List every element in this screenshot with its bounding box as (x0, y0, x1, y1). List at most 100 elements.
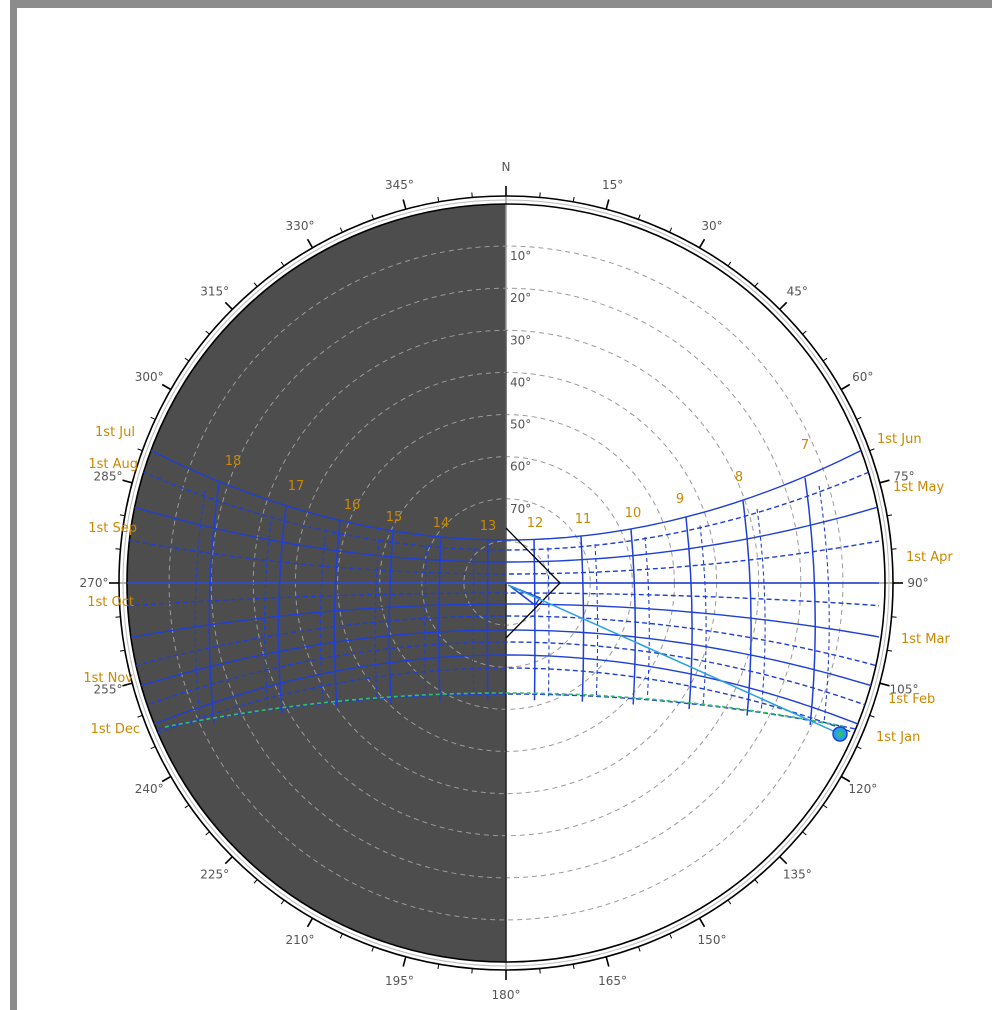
azimuth-tick (122, 479, 133, 484)
azimuth-tick (669, 227, 673, 233)
half-hour-line (699, 525, 707, 706)
month-label: 1st Jul (95, 425, 135, 440)
hour-label: 13 (480, 519, 497, 534)
month-label: 1st Nov (83, 671, 133, 686)
hour-label: 18 (225, 454, 242, 469)
half-hour-line (374, 539, 380, 700)
hour-line (208, 482, 220, 723)
azimuth-label: 225° (200, 867, 229, 881)
date-line (127, 693, 880, 736)
azimuth-tick (224, 301, 233, 310)
month-label: 1st Feb (888, 692, 935, 707)
azimuth-tick (698, 917, 706, 928)
azimuth-tick (280, 899, 285, 905)
azimuth-tick (879, 479, 890, 484)
hour-label: 8 (735, 470, 743, 485)
half-hour-line (594, 544, 599, 698)
azimuth-tick (253, 282, 258, 287)
hour-label: 14 (433, 516, 450, 531)
azimuth-tick (779, 301, 788, 310)
azimuth-tick (891, 616, 897, 618)
altitude-labels: 10° 20° 30° 40° 50° 60° 70° (510, 249, 531, 516)
hour-line (388, 531, 394, 704)
azimuth-tick (754, 879, 759, 884)
azimuth-tick (205, 831, 210, 836)
azimuth-label: 330° (286, 219, 315, 233)
half-hour-line (472, 547, 475, 697)
hour-line (277, 506, 287, 714)
azimuth-tick (572, 964, 575, 970)
azimuth-tick (402, 956, 407, 967)
azimuth-label: 210° (286, 933, 315, 947)
window-left-border (10, 0, 17, 1010)
altitude-label: 50° (510, 418, 531, 432)
azimuth-label: 345° (385, 178, 414, 192)
azimuth-tick (539, 968, 541, 974)
azimuth-tick (840, 383, 851, 391)
date-line (127, 629, 880, 691)
azimuth-tick (471, 192, 473, 198)
sun-position-marker (832, 726, 848, 742)
azimuth-label: 300° (135, 370, 164, 384)
azimuth-tick (137, 448, 143, 452)
month-label: 1st Sep (88, 521, 137, 536)
azimuth-label: 75° (893, 469, 914, 483)
date-line (127, 603, 880, 639)
half-hour-line (263, 514, 273, 710)
azimuth-ticks (109, 186, 903, 980)
hour-label: 11 (575, 512, 592, 527)
azimuth-label: 120° (848, 782, 877, 796)
window-top-border (0, 0, 992, 8)
azimuth-tick (840, 775, 851, 783)
hour-line (486, 539, 489, 701)
date-line (127, 504, 880, 563)
azimuth-label: 30° (701, 219, 722, 233)
date-line (127, 464, 880, 551)
azimuth-tick (224, 856, 233, 865)
azimuth-tick (637, 214, 641, 220)
month-labels: 1st Jun 1st May 1st Apr 1st Mar 1st Feb 1st J… (83, 425, 953, 745)
orientation-marker (505, 527, 841, 735)
azimuth-tick (339, 227, 343, 233)
azimuth-tick (371, 946, 375, 952)
azimuth-tick (161, 383, 172, 391)
half-hour-line (644, 537, 650, 701)
date-line (127, 592, 880, 607)
azimuth-labels: 15° 30° 45° 60° 75° 90° 105° 120° 135° 150° 165° 18… (80, 178, 929, 1002)
winter-solstice-curve (164, 692, 846, 728)
azimuth-label: 315° (200, 285, 229, 299)
azimuth-tick (306, 238, 314, 249)
azimuth-tick (161, 775, 172, 783)
azimuth-tick (887, 514, 893, 517)
hour-line (685, 517, 693, 710)
hour-label: 10 (625, 506, 642, 521)
azimuth-tick (869, 714, 875, 718)
azimuth-tick (437, 964, 440, 970)
month-label: 1st Dec (91, 722, 140, 737)
azimuth-tick (437, 196, 440, 202)
half-hour-line (194, 490, 206, 719)
hour-label: 9 (676, 492, 684, 507)
azimuth-tick (572, 196, 575, 202)
hour-label: 7 (801, 438, 809, 453)
month-label: 1st Jun (877, 432, 922, 447)
azimuth-tick (119, 649, 125, 652)
azimuth-label: 270° (80, 576, 109, 590)
month-label: 1st May (893, 480, 944, 495)
date-line (127, 667, 880, 746)
azimuth-label: 15° (602, 178, 623, 192)
window-left-margin (0, 0, 10, 1010)
azimuth-tick (802, 330, 807, 335)
hour-line (804, 477, 816, 725)
azimuth-tick (887, 649, 893, 652)
hour-label: 17 (288, 479, 305, 494)
month-label: 1st Aug (88, 457, 138, 472)
date-line (127, 641, 880, 713)
azimuth-tick (306, 917, 314, 928)
half-hour-line (756, 508, 766, 712)
azimuth-label: 90° (907, 576, 928, 590)
month-label: 1st Oct (87, 595, 134, 610)
hour-label: 16 (344, 498, 361, 513)
azimuth-label: 195° (385, 974, 414, 988)
